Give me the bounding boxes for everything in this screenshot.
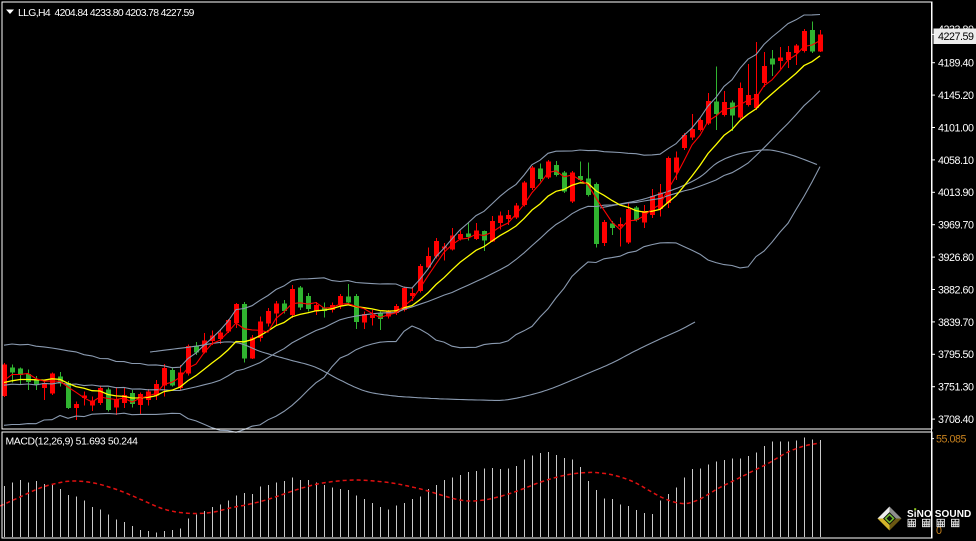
svg-text:4101.00: 4101.00	[938, 122, 974, 134]
svg-text:3839.70: 3839.70	[938, 317, 974, 329]
svg-text:3751.30: 3751.30	[938, 382, 974, 394]
svg-text:3969.70: 3969.70	[938, 220, 974, 232]
svg-text:4145.20: 4145.20	[938, 90, 974, 102]
svg-text:SiNO SOUND: SiNO SOUND	[907, 509, 971, 520]
svg-text:55.085: 55.085	[936, 434, 966, 446]
svg-text:4189.40: 4189.40	[938, 58, 974, 70]
svg-text:3708.40: 3708.40	[938, 414, 974, 426]
svg-text:0: 0	[936, 525, 942, 537]
svg-text:LLG,H4 4204.84 4233.80 4203.7: LLG,H4 4204.84 4233.80 4203.78 4227.59	[18, 8, 195, 19]
svg-text:MACD(12,26,9) 51.693 50.244: MACD(12,26,9) 51.693 50.244	[6, 437, 139, 448]
svg-text:4013.90: 4013.90	[938, 187, 974, 199]
svg-text:3926.80: 3926.80	[938, 252, 974, 264]
svg-text:4227.59: 4227.59	[938, 31, 974, 43]
svg-text:3882.60: 3882.60	[938, 284, 974, 296]
svg-text:3795.50: 3795.50	[938, 349, 974, 361]
svg-text:4058.10: 4058.10	[938, 155, 974, 167]
